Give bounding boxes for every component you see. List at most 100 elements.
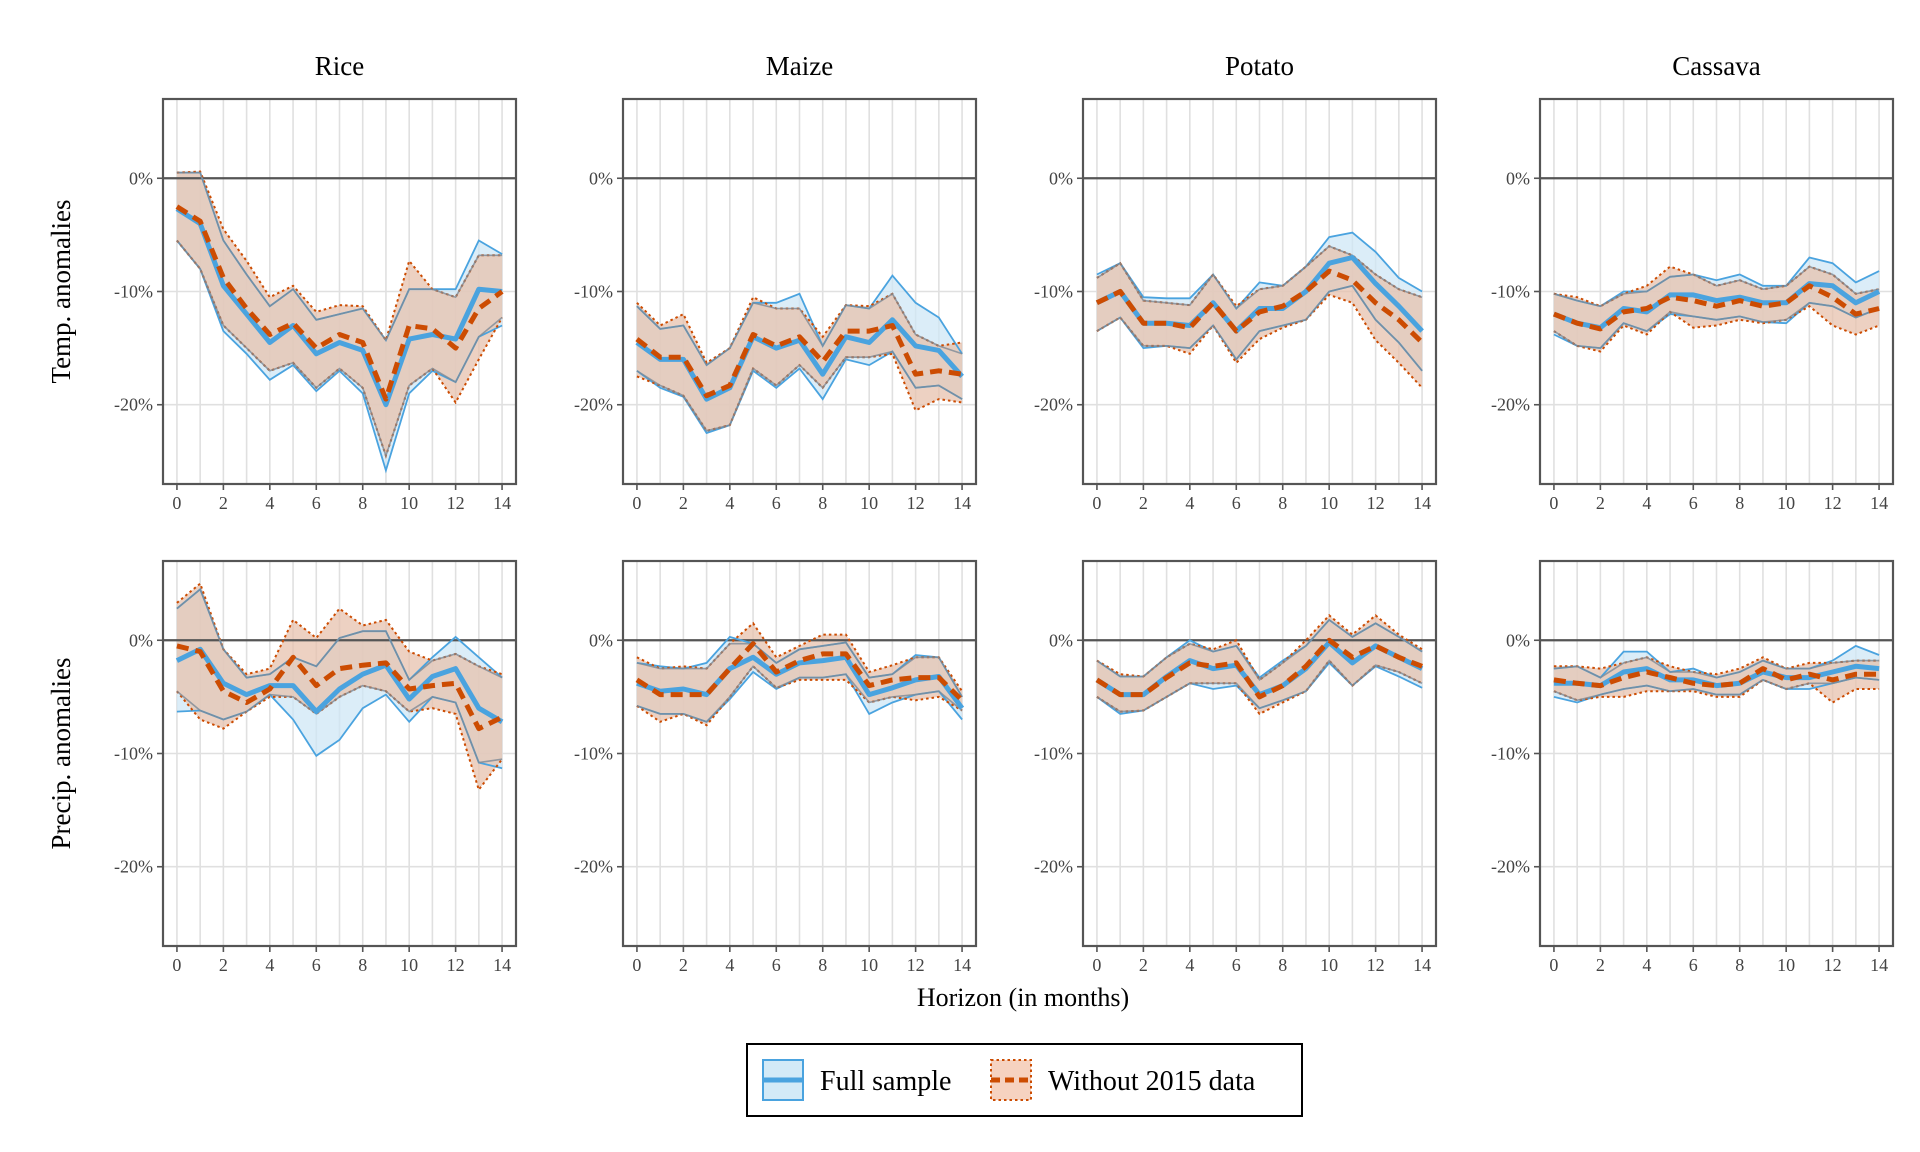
legend-label-full-sample: Full sample bbox=[820, 1066, 951, 1097]
panel-maize-temp: 0% -10% -20% 0 2 4 6 8 10 12 14 bbox=[574, 97, 978, 513]
x-tick-label: 4 bbox=[265, 955, 274, 975]
x-tick-label: 2 bbox=[1596, 955, 1605, 975]
x-tick-label: 10 bbox=[860, 955, 878, 975]
overlap-upper-edge bbox=[1096, 618, 1423, 682]
x-tick-label: 0 bbox=[1549, 955, 1558, 975]
gridlines bbox=[163, 561, 516, 946]
y-tick-label: -10% bbox=[114, 282, 153, 302]
y-tick-label: 0% bbox=[1506, 168, 1530, 188]
x-tick-label: 10 bbox=[400, 955, 418, 975]
x-tick-label: 6 bbox=[1689, 955, 1698, 975]
x-tick-label: 4 bbox=[1185, 955, 1194, 975]
x-tick-label: 8 bbox=[1735, 493, 1744, 513]
overlap-upper-edge bbox=[1553, 265, 1880, 308]
x-tick-label: 0 bbox=[172, 955, 181, 975]
x-tick-label: 10 bbox=[1320, 493, 1338, 513]
x-tick-label: 2 bbox=[1596, 493, 1605, 513]
full-sample-mean-line bbox=[1553, 663, 1880, 689]
without-2015-mean-line bbox=[635, 641, 964, 703]
column-title-potato: Potato bbox=[1225, 51, 1294, 81]
gridlines bbox=[623, 99, 976, 484]
gridlines bbox=[1540, 561, 1893, 946]
column-title-rice: Rice bbox=[315, 51, 364, 81]
column-title-cassava: Cassava bbox=[1672, 51, 1760, 81]
x-tick-label: 14 bbox=[1413, 955, 1431, 975]
x-tick-label: 14 bbox=[953, 493, 971, 513]
x-tick-label: 8 bbox=[1735, 955, 1744, 975]
full-sample-mean-line bbox=[175, 646, 504, 724]
x-tick-label: 6 bbox=[312, 493, 321, 513]
x-tick-label: 6 bbox=[772, 493, 781, 513]
panel-maize-precip: 0% -10% -20% 0 2 4 6 8 10 12 14 bbox=[574, 559, 978, 975]
column-title-maize: Maize bbox=[766, 51, 833, 81]
legend-item-without-2015: Without 2015 data bbox=[990, 1059, 1256, 1101]
panel-rice-precip: 0% -10% -20% 0 2 4 6 8 10 12 14 bbox=[114, 559, 518, 975]
x-tick-label: 8 bbox=[1278, 955, 1287, 975]
x-tick-label: 12 bbox=[1824, 955, 1842, 975]
x-tick-label: 14 bbox=[493, 955, 511, 975]
x-tick-label: 2 bbox=[1139, 955, 1148, 975]
x-tick-label: 6 bbox=[312, 955, 321, 975]
panel-potato-temp: 0% -10% -20% 0 2 4 6 8 10 12 14 bbox=[1034, 97, 1438, 513]
x-tick-label: 2 bbox=[219, 493, 228, 513]
without-2015-mean-line bbox=[1095, 637, 1424, 700]
full-sample-mean-line bbox=[175, 206, 503, 408]
y-tick-label: -20% bbox=[1034, 857, 1073, 877]
overlap-lower-edge bbox=[1096, 284, 1423, 372]
x-tick-label: 6 bbox=[1232, 955, 1241, 975]
panel-potato-precip: 0% -10% -20% 0 2 4 6 8 10 12 14 bbox=[1034, 559, 1438, 975]
x-tick-label: 4 bbox=[265, 493, 274, 513]
y-tick-label: -10% bbox=[1491, 282, 1530, 302]
without-2015-mean-line bbox=[176, 643, 504, 732]
x-tick-label: 14 bbox=[953, 955, 971, 975]
without-2015-upper-bound bbox=[1553, 656, 1880, 676]
x-tick-label: 12 bbox=[447, 493, 465, 513]
overlap-upper-edge bbox=[176, 587, 503, 682]
x-tick-label: 0 bbox=[632, 493, 641, 513]
panels-layer: Rice Maize Potato Cassava Temp. anomalies Pre… bbox=[46, 51, 1895, 975]
legend-item-full-sample: Full sample bbox=[762, 1059, 951, 1101]
x-tick-label: 2 bbox=[679, 955, 688, 975]
overlap-upper-edge bbox=[636, 292, 963, 367]
gridlines bbox=[623, 561, 976, 946]
overlap-lower-edge bbox=[636, 665, 963, 723]
legend-label-without-2015: Without 2015 data bbox=[1048, 1066, 1256, 1097]
y-tick-label: -20% bbox=[574, 857, 613, 877]
without-2015-lower-bound bbox=[1096, 659, 1423, 716]
overlap-upper-edge bbox=[1553, 656, 1880, 679]
x-tick-label: 10 bbox=[1777, 955, 1795, 975]
x-tick-label: 12 bbox=[1824, 493, 1842, 513]
band-without-2015 bbox=[1096, 246, 1423, 388]
x-tick-label: 14 bbox=[1870, 955, 1888, 975]
x-tick-label: 8 bbox=[358, 955, 367, 975]
overlap-upper-edge bbox=[1096, 245, 1423, 310]
without-2015-upper-bound bbox=[1096, 614, 1423, 682]
y-tick-label: 0% bbox=[129, 630, 153, 650]
without-2015-lower-bound bbox=[1553, 678, 1880, 704]
x-tick-label: 4 bbox=[1642, 955, 1651, 975]
x-tick-label: 10 bbox=[1777, 493, 1795, 513]
overlap-lower-edge bbox=[1553, 676, 1880, 702]
without-2015-lower-bound bbox=[636, 664, 963, 727]
without-2015-lower-bound bbox=[1096, 293, 1423, 389]
without-2015-mean-line bbox=[1095, 268, 1424, 345]
overlap-lower-edge bbox=[1096, 659, 1423, 713]
y-tick-label: 0% bbox=[129, 168, 153, 188]
x-tick-label: 12 bbox=[1367, 493, 1385, 513]
row-title-precip: Precip. anomalies bbox=[46, 658, 76, 850]
y-tick-label: -10% bbox=[1491, 744, 1530, 764]
x-tick-label: 8 bbox=[358, 493, 367, 513]
x-tick-label: 6 bbox=[1232, 493, 1241, 513]
x-tick-label: 14 bbox=[493, 493, 511, 513]
overlap-lower-edge bbox=[636, 350, 963, 432]
gridlines bbox=[1083, 561, 1436, 946]
x-tick-label: 14 bbox=[1870, 493, 1888, 513]
full-sample-upper-bound bbox=[1096, 231, 1423, 310]
x-tick-label: 10 bbox=[400, 493, 418, 513]
x-tick-label: 8 bbox=[818, 493, 827, 513]
y-tick-label: -10% bbox=[1034, 744, 1073, 764]
x-tick-label: 0 bbox=[632, 955, 641, 975]
y-tick-label: -20% bbox=[1034, 395, 1073, 415]
y-tick-label: 0% bbox=[589, 168, 613, 188]
without-2015-mean-line bbox=[175, 204, 504, 402]
